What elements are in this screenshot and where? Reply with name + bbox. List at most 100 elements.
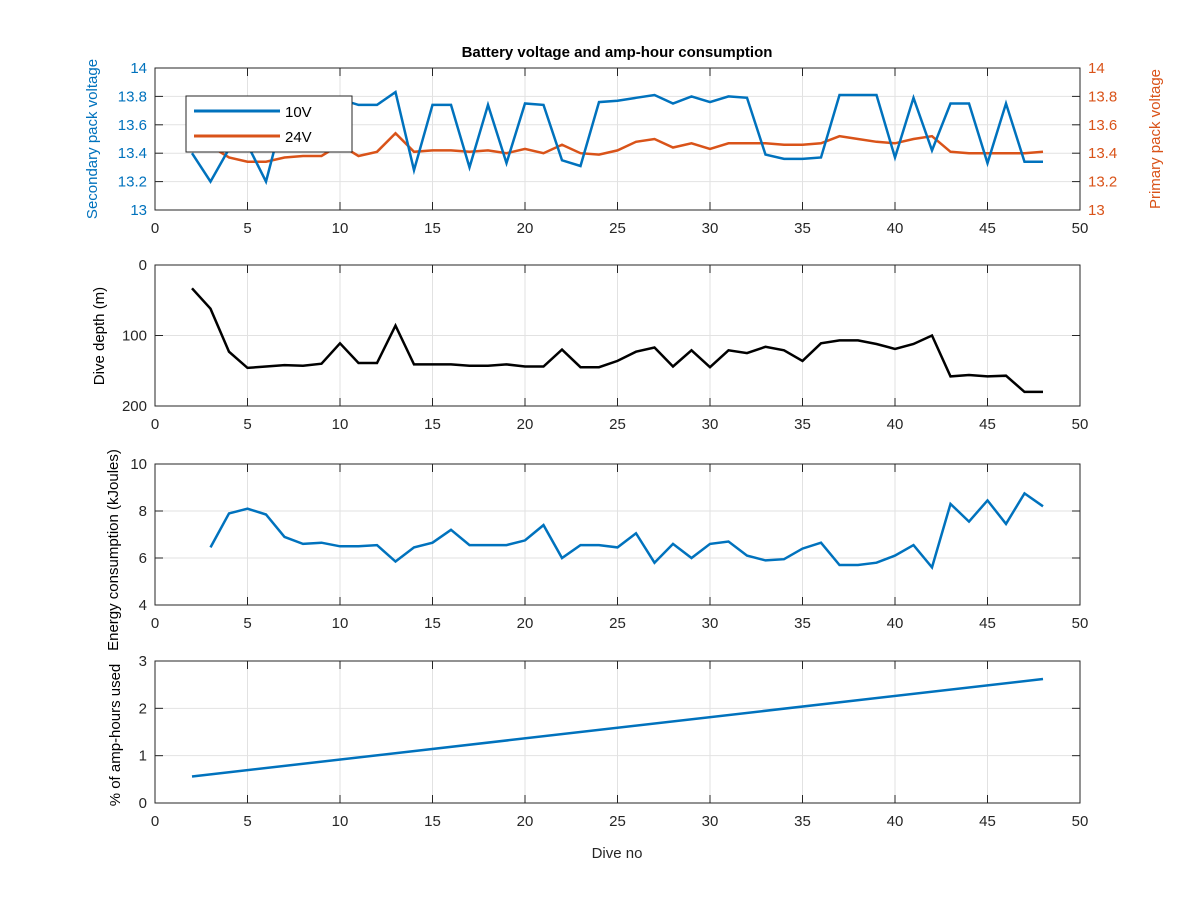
p4-y-tick-label-3: 3 — [139, 653, 147, 670]
p3-line-series-0 — [209, 491, 1044, 571]
p3-x-tick-label-5: 25 — [609, 615, 626, 632]
panel-4-y-axis-label: % of amp-hours used — [107, 664, 124, 807]
p1-x-tick-label-2: 10 — [332, 220, 349, 237]
p4-x-tick-label-1: 5 — [243, 813, 251, 830]
p1-x-tick-label-10: 50 — [1072, 220, 1089, 237]
panel-3: 0 5 10 15 20 25 30 35 40 45 50 4 6 8 10 Energy consum… — [105, 449, 1088, 651]
p3-x-tick-label-3: 15 — [424, 615, 441, 632]
p3-y-tick-label-2: 8 — [139, 503, 147, 520]
panel-2-frame — [154, 264, 1081, 407]
p2-x-tick-label-7: 35 — [794, 416, 811, 433]
panel-2: 0 5 10 15 20 25 30 35 40 45 50 0 100 200 Dive depth … — [91, 257, 1088, 433]
x-axis-label: Dive no — [592, 845, 643, 862]
panel-3-y-axis-label: Energy consumption (kJoules) — [105, 449, 122, 651]
p1-y-tick-label-right-2: 13.4 — [1088, 145, 1117, 162]
panel-4-lines — [191, 677, 1044, 778]
p1-y-tick-label-right-4: 13.8 — [1088, 88, 1117, 105]
p2-x-tick-label-4: 20 — [517, 416, 534, 433]
p1-x-tick-label-1: 5 — [243, 220, 251, 237]
p1-x-tick-label-5: 25 — [609, 220, 626, 237]
panel-1-y-axis-label: Secondary pack voltage — [84, 59, 101, 219]
panel-1: 0 5 10 15 20 25 30 35 40 45 50 1313.213.413.613.81… — [84, 44, 1164, 237]
p3-x-tick-label-7: 35 — [794, 615, 811, 632]
p3-x-tick-label-9: 45 — [979, 615, 996, 632]
p3-x-tick-label-2: 10 — [332, 615, 349, 632]
panel-1-y-ticks: 13 13.2 13.4 13.6 13.8 14 — [118, 60, 163, 219]
p2-x-tick-label-5: 25 — [609, 416, 626, 433]
p3-x-tick-label-4: 20 — [517, 615, 534, 632]
p4-x-tick-label-0: 0 — [151, 813, 159, 830]
p2-x-tick-label-10: 50 — [1072, 416, 1089, 433]
p4-x-tick-label-7: 35 — [794, 813, 811, 830]
panel-2-y-ticks: 0 100 200 — [122, 257, 1080, 415]
p1-y-tick-label-5: 14 — [130, 60, 147, 77]
p3-x-tick-label-1: 5 — [243, 615, 251, 632]
p3-y-tick-label-3: 10 — [130, 456, 147, 473]
p1-x-tick-label-4: 20 — [517, 220, 534, 237]
panel-2-x-ticks: 0 5 10 15 20 25 30 35 40 45 50 — [151, 265, 1089, 433]
panel-3-frame — [154, 463, 1081, 606]
p1-y-tick-label-4: 13.8 — [118, 88, 147, 105]
p4-x-tick-label-4: 20 — [517, 813, 534, 830]
p2-x-tick-label-8: 40 — [887, 416, 904, 433]
p1-x-tick-label-6: 30 — [702, 220, 719, 237]
legend: 10V 24V — [185, 95, 353, 153]
p4-x-tick-label-6: 30 — [702, 813, 719, 830]
p4-x-tick-label-5: 25 — [609, 813, 626, 830]
p2-x-tick-label-0: 0 — [151, 416, 159, 433]
chart-title: Battery voltage and amp-hour consumption — [462, 44, 773, 61]
panel-1-frame — [154, 67, 1081, 211]
legend-box — [185, 95, 353, 153]
p1-y-tick-label-right-3: 13.6 — [1088, 117, 1117, 134]
p4-y-tick-label-2: 2 — [139, 700, 147, 717]
p1-y-tick-label-2: 13.4 — [118, 145, 147, 162]
p1-y-tick-label-right-5: 14 — [1088, 60, 1105, 77]
p1-x-tick-label-8: 40 — [887, 220, 904, 237]
p2-x-tick-label-3: 15 — [424, 416, 441, 433]
panel-4: 0 5 10 15 20 25 30 35 40 45 50 0 1 2 3 % of amp-hours… — [107, 653, 1088, 862]
p1-y-tick-label-0: 13 — [130, 202, 147, 219]
p4-y-tick-label-0: 0 — [139, 795, 147, 812]
p1-y-tick-label-3: 13.6 — [118, 117, 147, 134]
p4-y-tick-label-1: 1 — [139, 748, 147, 765]
p1-x-tick-label-0: 0 — [151, 220, 159, 237]
p4-x-tick-label-3: 15 — [424, 813, 441, 830]
p3-x-tick-label-6: 30 — [702, 615, 719, 632]
panel-3-x-ticks: 0 5 10 15 20 25 30 35 40 45 50 — [151, 464, 1089, 632]
panel-1-x-ticks: 0 5 10 15 20 25 30 35 40 45 50 — [151, 68, 1089, 237]
p2-line-series-0 — [191, 287, 1043, 394]
panel-1-right-y-axis-label: Primary pack voltage — [1147, 69, 1164, 209]
legend-label-10v: 10V — [285, 104, 312, 121]
p2-x-tick-label-6: 30 — [702, 416, 719, 433]
p2-y-tick-label-0: 0 — [139, 257, 147, 274]
panel-3-lines — [209, 491, 1044, 571]
p2-x-tick-label-2: 10 — [332, 416, 349, 433]
legend-label-24v: 24V — [285, 129, 312, 146]
p2-y-tick-label-1: 100 — [122, 328, 147, 345]
p1-y-tick-label-right-0: 13 — [1088, 202, 1105, 219]
p4-x-tick-label-2: 10 — [332, 813, 349, 830]
panel-4-x-ticks: 0 5 10 15 20 25 30 35 40 45 50 — [151, 661, 1089, 830]
p4-line-series-0 — [191, 677, 1044, 778]
p3-x-tick-label-10: 50 — [1072, 615, 1089, 632]
p2-x-tick-label-1: 5 — [243, 416, 251, 433]
p2-x-tick-label-9: 45 — [979, 416, 996, 433]
p4-x-tick-label-9: 45 — [979, 813, 996, 830]
p2-y-tick-label-2: 200 — [122, 398, 147, 415]
p1-x-tick-label-9: 45 — [979, 220, 996, 237]
panel-2-y-axis-label: Dive depth (m) — [91, 287, 108, 385]
p1-x-tick-label-7: 35 — [794, 220, 811, 237]
p1-x-tick-label-3: 15 — [424, 220, 441, 237]
panel-2-lines — [191, 287, 1043, 394]
p1-y-tick-label-right-1: 13.2 — [1088, 174, 1117, 191]
p1-y-tick-label-1: 13.2 — [118, 174, 147, 191]
p4-x-tick-label-10: 50 — [1072, 813, 1089, 830]
p3-x-tick-label-0: 0 — [151, 615, 159, 632]
p3-y-tick-label-0: 4 — [139, 597, 147, 614]
p3-y-tick-label-1: 6 — [139, 550, 147, 567]
panel-4-frame — [154, 660, 1081, 804]
p3-x-tick-label-8: 40 — [887, 615, 904, 632]
p4-x-tick-label-8: 40 — [887, 813, 904, 830]
